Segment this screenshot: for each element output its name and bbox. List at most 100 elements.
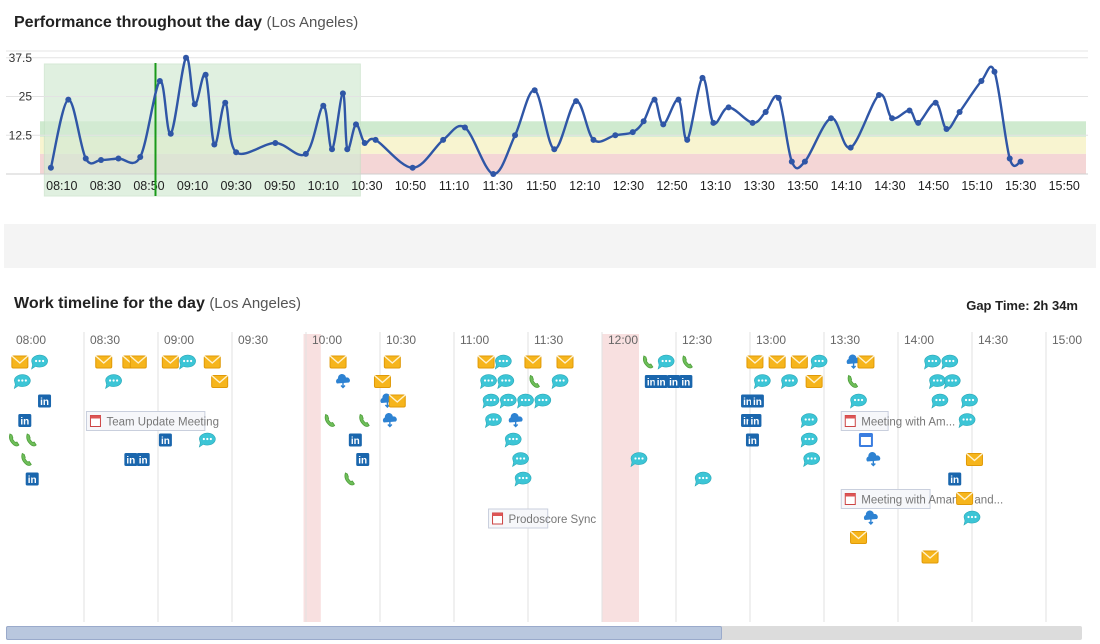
chat-icon[interactable] [810,354,828,370]
chat-icon[interactable] [514,471,532,487]
email-icon[interactable] [790,355,808,369]
chat-icon[interactable] [534,393,552,409]
chat-icon[interactable] [941,354,959,370]
linkedin-icon[interactable]: in [136,453,150,467]
email-icon[interactable] [524,355,542,369]
chat-icon[interactable] [499,393,517,409]
chat-icon[interactable] [630,452,648,468]
chat-icon[interactable] [928,374,946,390]
meeting-block[interactable]: Team Update Meeting [85,411,219,431]
chat-icon[interactable] [13,374,31,390]
chat-icon[interactable] [31,354,48,370]
email-icon[interactable] [768,355,786,369]
chat-icon[interactable] [517,393,534,409]
chat-icon[interactable] [800,432,818,448]
email-icon[interactable] [805,374,823,388]
linkedin-icon[interactable]: in [158,433,172,448]
chat-icon[interactable] [105,374,122,390]
chat-icon[interactable] [753,374,771,390]
email-icon[interactable] [965,452,983,466]
phone-icon[interactable] [26,433,37,447]
email-icon[interactable] [203,355,221,369]
meeting-block[interactable]: Meeting with Amanda and... [840,489,1003,509]
meeting-box[interactable] [85,411,206,431]
timeline-scrollbar[interactable] [6,626,1082,640]
email-icon[interactable] [956,491,974,505]
cloud-icon[interactable] [508,412,523,428]
email-icon[interactable] [746,355,764,369]
email-icon[interactable] [11,355,29,369]
chat-icon[interactable] [931,393,949,409]
chat-icon[interactable] [803,452,820,468]
cloud-icon[interactable] [846,354,861,369]
linkedin-icon[interactable]: in [356,453,370,467]
linkedin-icon[interactable]: in [654,375,668,389]
chat-icon[interactable] [497,374,515,390]
email-icon[interactable] [857,355,875,369]
chat-icon[interactable] [484,413,502,429]
timeline-scrollbar-thumb[interactable] [6,626,722,640]
email-icon[interactable] [921,550,939,564]
chat-icon[interactable] [657,354,675,370]
linkedin-icon[interactable]: in [745,433,759,448]
cloud-icon[interactable] [336,373,350,389]
meeting-box[interactable] [840,489,931,509]
linkedin-icon[interactable]: in [18,414,32,428]
phone-icon[interactable] [359,413,370,427]
linkedin-icon[interactable]: in [667,375,681,389]
chat-icon[interactable] [551,374,569,390]
linkedin-icon[interactable]: in [750,394,764,409]
phone-icon[interactable] [847,374,859,388]
email-icon[interactable] [373,374,391,388]
phone-icon[interactable] [324,413,336,427]
phone-icon[interactable] [21,452,32,466]
meeting-block[interactable]: Prodoscore Sync [488,508,597,529]
email-icon[interactable] [388,394,406,408]
meeting-block[interactable]: Meeting with Am... [840,411,955,431]
linkedin-icon[interactable]: in [348,433,362,448]
chat-icon[interactable] [850,393,867,409]
linkedin-icon[interactable]: in [679,375,693,389]
meeting-box[interactable] [488,508,549,529]
cloud-icon[interactable] [382,412,397,428]
email-icon[interactable] [129,355,147,369]
phone-icon[interactable] [642,355,654,369]
linkedin-icon[interactable]: in [25,472,39,487]
email-icon[interactable] [95,355,113,369]
chat-icon[interactable] [198,432,216,448]
email-icon[interactable] [556,355,574,369]
chat-icon[interactable] [780,374,798,390]
chat-icon[interactable] [482,393,500,409]
chat-icon[interactable] [179,354,196,370]
phone-icon[interactable] [682,355,693,369]
phone-icon[interactable] [529,374,540,388]
email-icon[interactable] [383,355,401,369]
chat-icon[interactable] [963,510,981,526]
email-icon[interactable] [161,355,179,369]
chat-icon[interactable] [480,374,497,390]
linkedin-icon[interactable]: in [644,375,658,389]
phone-icon[interactable] [9,433,20,447]
linkedin-icon[interactable]: in [741,394,755,409]
cloud-icon[interactable] [866,451,881,467]
email-icon[interactable] [477,355,495,369]
chat-icon[interactable] [494,354,512,370]
chat-icon[interactable] [800,413,818,429]
email-icon[interactable] [329,355,347,369]
cloud-icon[interactable] [863,510,878,525]
chat-icon[interactable] [504,432,522,448]
linkedin-icon[interactable]: in [948,472,962,487]
chat-icon[interactable] [512,452,529,468]
linkedin-icon[interactable]: in [124,453,138,467]
chat-icon[interactable] [958,413,976,429]
chat-icon[interactable] [694,471,712,487]
chat-icon[interactable] [924,354,941,370]
chat-icon[interactable] [943,374,961,390]
phone-icon[interactable] [344,472,355,486]
email-icon[interactable] [850,530,868,544]
email-icon[interactable] [211,374,229,388]
calendar-icon[interactable] [858,433,873,447]
linkedin-icon[interactable]: in [38,394,52,409]
chat-icon[interactable] [961,393,978,409]
linkedin-icon[interactable]: in [748,414,762,428]
